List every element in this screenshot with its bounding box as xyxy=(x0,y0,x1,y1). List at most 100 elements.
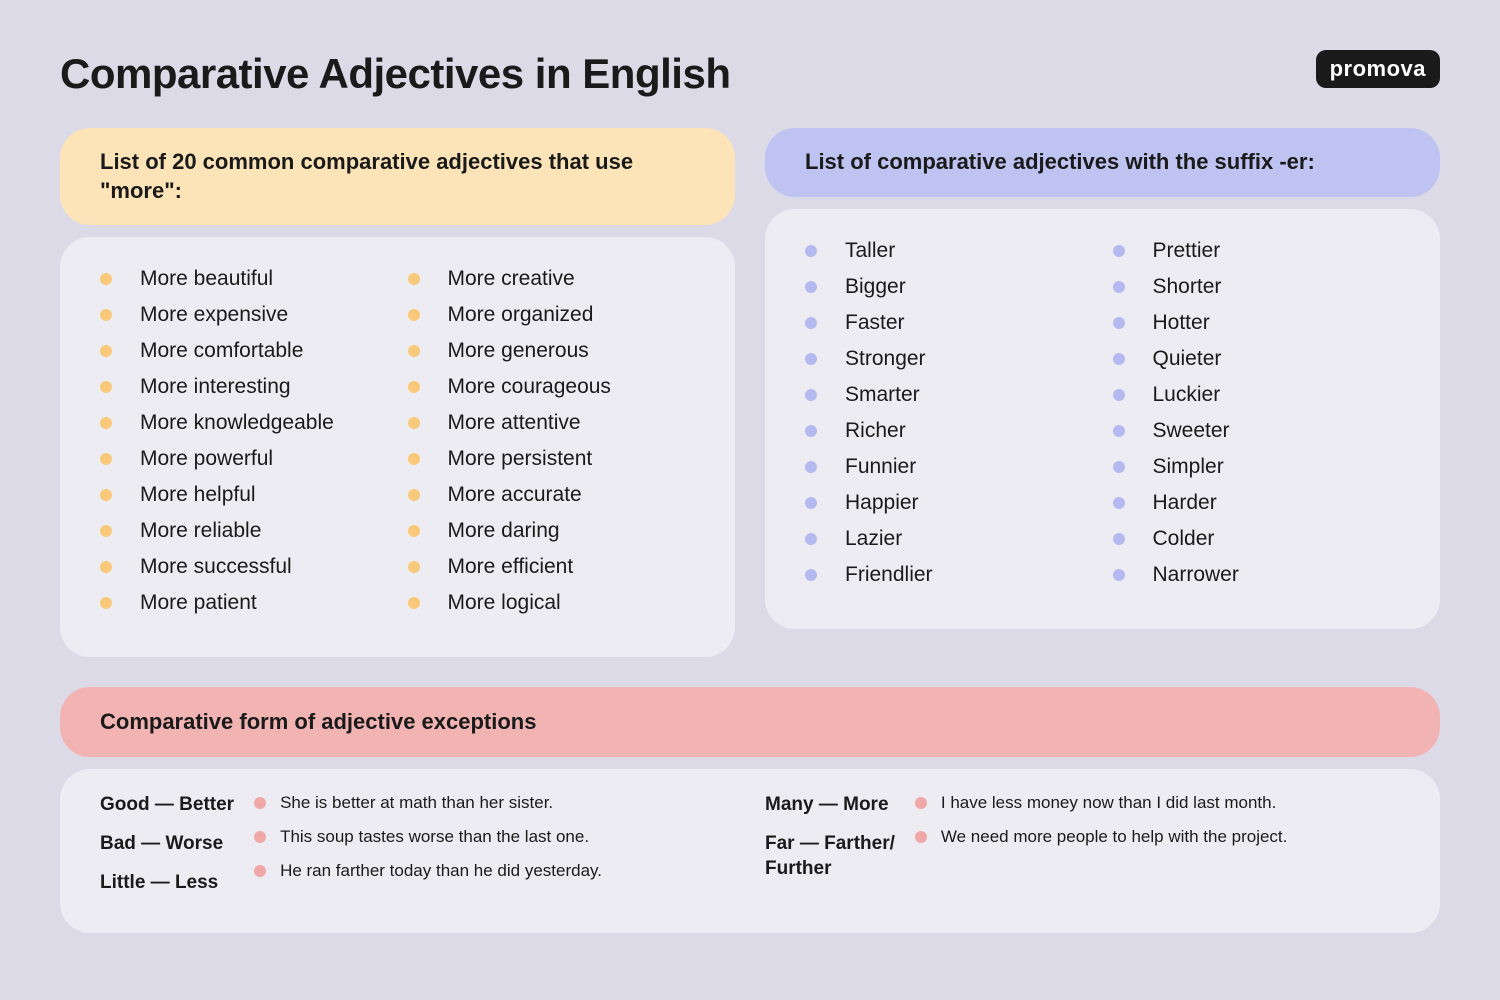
exception-text: This soup tastes worse than the last one… xyxy=(280,827,589,847)
list-item: Richer xyxy=(805,419,1093,443)
list-item-text: More helpful xyxy=(140,483,256,507)
list-item: Happier xyxy=(805,491,1093,515)
list-item: Luckier xyxy=(1113,383,1401,407)
list-item: More organized xyxy=(408,303,696,327)
bullet-icon xyxy=(805,317,817,329)
exception-example: We need more people to help with the pro… xyxy=(915,827,1400,847)
bullet-icon xyxy=(1113,281,1125,293)
exception-example: He ran farther today than he did yesterd… xyxy=(254,861,735,881)
bullet-icon xyxy=(100,525,112,537)
more-panel-header: List of 20 common comparative adjectives… xyxy=(60,128,735,225)
list-item-text: Taller xyxy=(845,239,895,263)
list-item-text: More powerful xyxy=(140,447,273,471)
list-item: Hotter xyxy=(1113,311,1401,335)
list-item: Sweeter xyxy=(1113,419,1401,443)
list-item-text: More efficient xyxy=(448,555,574,579)
exceptions-panel: Comparative form of adjective exceptions… xyxy=(60,687,1440,933)
list-item-text: More beautiful xyxy=(140,267,273,291)
bullet-icon xyxy=(408,489,420,501)
list-item: More courageous xyxy=(408,375,696,399)
bullet-icon xyxy=(915,831,927,843)
list-item: Taller xyxy=(805,239,1093,263)
bullet-icon xyxy=(805,389,817,401)
exception-label: Bad — Worse xyxy=(100,832,234,857)
bullet-icon xyxy=(100,453,112,465)
exception-example: She is better at math than her sister. xyxy=(254,793,735,813)
list-item-text: Bigger xyxy=(845,275,906,299)
list-item: More accurate xyxy=(408,483,696,507)
list-item-text: Narrower xyxy=(1153,563,1239,587)
bullet-icon xyxy=(100,561,112,573)
list-item: Smarter xyxy=(805,383,1093,407)
exception-text: He ran farther today than he did yesterd… xyxy=(280,861,602,881)
list-item: Harder xyxy=(1113,491,1401,515)
bullet-icon xyxy=(254,865,266,877)
list-item-text: More patient xyxy=(140,591,257,615)
bullet-icon xyxy=(805,281,817,293)
list-item-text: More successful xyxy=(140,555,292,579)
list-item-text: Happier xyxy=(845,491,919,515)
bullet-icon xyxy=(1113,461,1125,473)
list-item-text: Simpler xyxy=(1153,455,1224,479)
bullet-icon xyxy=(100,381,112,393)
list-item-text: More knowledgeable xyxy=(140,411,334,435)
er-col-1: TallerBiggerFasterStrongerSmarterRicherF… xyxy=(805,239,1093,599)
bullet-icon xyxy=(408,345,420,357)
list-item-text: More courageous xyxy=(448,375,611,399)
list-item: Lazier xyxy=(805,527,1093,551)
bullet-icon xyxy=(1113,425,1125,437)
list-item: More efficient xyxy=(408,555,696,579)
exceptions-body: Good — BetterBad — WorseLittle — Less Sh… xyxy=(60,769,1440,933)
list-item-text: Smarter xyxy=(845,383,920,407)
list-item: Funnier xyxy=(805,455,1093,479)
list-item: Narrower xyxy=(1113,563,1401,587)
list-item: Simpler xyxy=(1113,455,1401,479)
er-panel: List of comparative adjectives with the … xyxy=(765,128,1440,657)
exception-example: This soup tastes worse than the last one… xyxy=(254,827,735,847)
exception-label: Little — Less xyxy=(100,871,234,896)
list-item-text: More interesting xyxy=(140,375,291,399)
list-item: Friendlier xyxy=(805,563,1093,587)
bullet-icon xyxy=(100,273,112,285)
exception-example: I have less money now than I did last mo… xyxy=(915,793,1400,813)
more-panel: List of 20 common comparative adjectives… xyxy=(60,128,735,657)
list-item-text: Hotter xyxy=(1153,311,1210,335)
list-item: More beautiful xyxy=(100,267,388,291)
bullet-icon xyxy=(805,497,817,509)
exception-label: Far — Farther/ Further xyxy=(765,832,895,881)
bullet-icon xyxy=(805,533,817,545)
list-item: More expensive xyxy=(100,303,388,327)
list-item: More daring xyxy=(408,519,696,543)
bullet-icon xyxy=(408,417,420,429)
list-item-text: More expensive xyxy=(140,303,288,327)
list-item: Bigger xyxy=(805,275,1093,299)
bullet-icon xyxy=(408,525,420,537)
list-item-text: Friendlier xyxy=(845,563,933,587)
promova-logo: promova xyxy=(1316,50,1440,88)
bullet-icon xyxy=(100,345,112,357)
er-panel-header: List of comparative adjectives with the … xyxy=(765,128,1440,197)
bullet-icon xyxy=(408,561,420,573)
more-col-1: More beautifulMore expensiveMore comfort… xyxy=(100,267,388,627)
exception-text: She is better at math than her sister. xyxy=(280,793,553,813)
bullet-icon xyxy=(408,381,420,393)
list-item-text: More attentive xyxy=(448,411,581,435)
bullet-icon xyxy=(805,425,817,437)
more-panel-body: More beautifulMore expensiveMore comfort… xyxy=(60,237,735,657)
bullet-icon xyxy=(1113,533,1125,545)
list-item: Stronger xyxy=(805,347,1093,371)
bullet-icon xyxy=(408,273,420,285)
bullet-icon xyxy=(254,831,266,843)
list-item: More interesting xyxy=(100,375,388,399)
bullet-icon xyxy=(100,489,112,501)
list-item-text: More accurate xyxy=(448,483,582,507)
list-item-text: Luckier xyxy=(1153,383,1221,407)
bullet-icon xyxy=(408,453,420,465)
bullet-icon xyxy=(805,461,817,473)
list-item: More successful xyxy=(100,555,388,579)
bullet-icon xyxy=(408,597,420,609)
list-item-text: Colder xyxy=(1153,527,1215,551)
bullet-icon xyxy=(1113,389,1125,401)
exceptions-header: Comparative form of adjective exceptions xyxy=(60,687,1440,757)
list-item: Shorter xyxy=(1113,275,1401,299)
